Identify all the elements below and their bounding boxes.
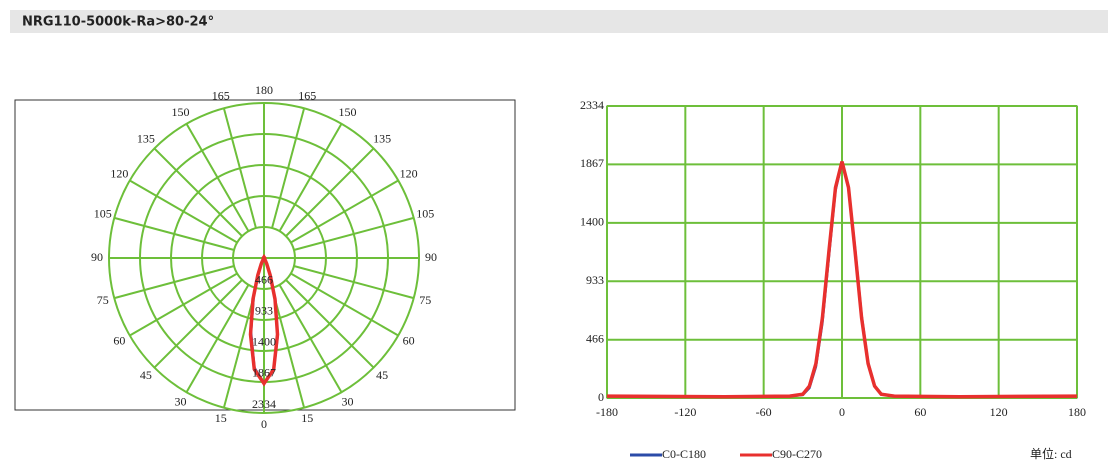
polar-ring — [232, 226, 296, 290]
x-tick-label: 60 — [914, 405, 926, 419]
y-tick-label: 2334 — [580, 98, 604, 112]
x-tick-label: -180 — [596, 405, 618, 419]
header-bar — [10, 10, 1108, 33]
series-line — [606, 161, 1078, 399]
x-tick-label: 180 — [1068, 405, 1086, 419]
angle-label: 120 — [110, 166, 128, 180]
ring-label: 466 — [255, 273, 273, 287]
angle-label: 15 — [301, 411, 313, 425]
angle-label: 135 — [137, 132, 155, 146]
polar-ring — [201, 195, 327, 321]
legend-label: C90-C270 — [772, 447, 822, 461]
angle-label: 60 — [113, 333, 125, 347]
angle-label: 105 — [94, 207, 112, 221]
legend-label: C0-C180 — [662, 447, 706, 461]
angle-label: 120 — [400, 166, 418, 180]
ring-label: 2334 — [252, 397, 276, 411]
y-tick-label: 1400 — [580, 215, 604, 229]
ring-label: 1867 — [252, 366, 276, 380]
y-tick-label: 1867 — [580, 156, 604, 170]
angle-label: 30 — [342, 394, 354, 408]
angle-label: 90 — [91, 250, 103, 264]
angle-label: 165 — [298, 88, 316, 102]
angle-label: 150 — [172, 105, 190, 119]
angle-label: 30 — [175, 394, 187, 408]
x-tick-label: -120 — [674, 405, 696, 419]
polar-ring — [170, 164, 358, 352]
angle-label: 45 — [376, 368, 388, 382]
angle-label: 15 — [215, 411, 227, 425]
angle-label: 0 — [261, 417, 267, 431]
angle-label: 105 — [416, 207, 434, 221]
y-tick-label: 0 — [598, 390, 604, 404]
x-tick-label: -60 — [756, 405, 772, 419]
angle-label: 135 — [373, 132, 391, 146]
angle-label: 60 — [403, 333, 415, 347]
unit-label: 单位: cd — [1030, 446, 1072, 461]
angle-label: 45 — [140, 368, 152, 382]
ring-label: 1400 — [252, 335, 276, 349]
angle-label: 75 — [97, 293, 109, 307]
x-tick-label: 0 — [839, 405, 845, 419]
ring-label: 933 — [255, 304, 273, 318]
y-tick-label: 466 — [586, 331, 604, 345]
angle-label: 150 — [339, 105, 357, 119]
angle-label: 90 — [425, 250, 437, 264]
header-title: NRG110-5000k-Ra>80-24° — [22, 15, 214, 30]
y-tick-label: 933 — [586, 273, 604, 287]
angle-label: 165 — [212, 88, 230, 102]
polar-ring — [108, 102, 420, 414]
polar-curve — [248, 253, 280, 387]
angle-label: 180 — [255, 83, 273, 97]
angle-label: 75 — [419, 293, 431, 307]
x-tick-label: 120 — [990, 405, 1008, 419]
